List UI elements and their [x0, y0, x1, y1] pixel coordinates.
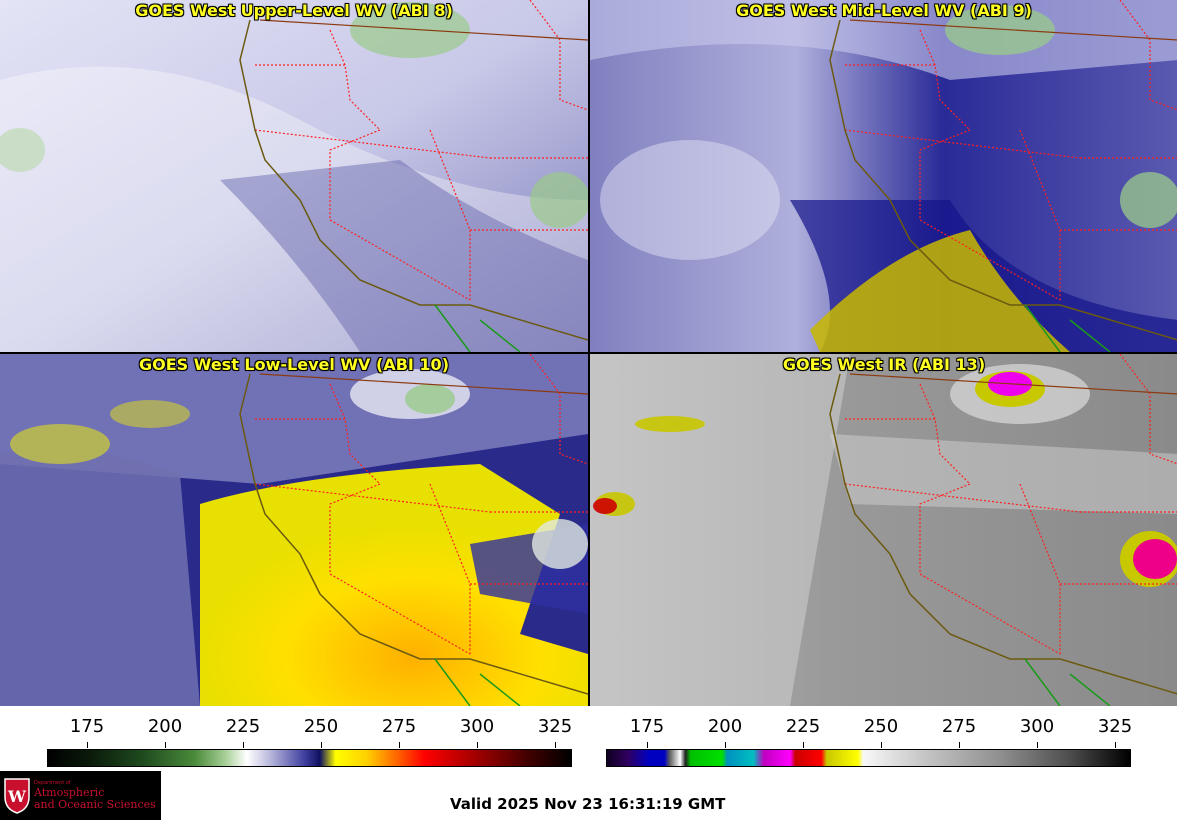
tick-mark [399, 742, 400, 748]
tick-label: 275 [941, 716, 977, 737]
tick-label: 250 [303, 716, 339, 737]
panel-divider-horizontal [0, 352, 1177, 354]
tick-mark [87, 742, 88, 748]
tick-label: 225 [225, 716, 261, 737]
aos-logo: W Department of Atmospheric and Oceanic … [0, 771, 161, 820]
tick-mark [477, 742, 478, 748]
tick-mark [555, 742, 556, 748]
ir-image [590, 354, 1177, 706]
logo-line-2: and Oceanic Sciences [34, 798, 156, 811]
tick-label: 250 [863, 716, 899, 737]
tick-label: 200 [147, 716, 183, 737]
tick-mark [647, 742, 648, 748]
tick-label: 300 [459, 716, 495, 737]
tick-label: 325 [1097, 716, 1133, 737]
tick-mark [959, 742, 960, 748]
colorbar-wv [47, 749, 572, 767]
uw-crest-icon: W [4, 778, 30, 814]
tick-label: 225 [785, 716, 821, 737]
tick-mark [243, 742, 244, 748]
logo-department-text: Department of [34, 780, 71, 786]
panel-title: GOES West Upper-Level WV (ABI 8) [135, 1, 453, 20]
upper-level-wv-image [0, 0, 588, 352]
panel-mid-level-wv: GOES West Mid-Level WV (ABI 9) [590, 0, 1177, 352]
tick-mark [881, 742, 882, 748]
tick-mark [1037, 742, 1038, 748]
tick-label: 300 [1019, 716, 1055, 737]
panel-title: GOES West IR (ABI 13) [782, 355, 986, 374]
panel-title: GOES West Mid-Level WV (ABI 9) [736, 1, 1032, 20]
tick-mark [1115, 742, 1116, 748]
tick-mark [803, 742, 804, 748]
tick-label: 325 [537, 716, 573, 737]
logo-line-1: Atmospheric [34, 786, 105, 799]
tick-label: 175 [69, 716, 105, 737]
panel-ir: GOES West IR (ABI 13) [590, 354, 1177, 706]
tick-mark [165, 742, 166, 748]
panel-title: GOES West Low-Level WV (ABI 10) [138, 355, 449, 374]
tick-label: 275 [381, 716, 417, 737]
tick-mark [321, 742, 322, 748]
tick-label: 175 [629, 716, 665, 737]
panel-low-level-wv: GOES West Low-Level WV (ABI 10) [0, 354, 588, 706]
valid-time-label: Valid 2025 Nov 23 16:31:19 GMT [450, 795, 726, 813]
svg-text:W: W [7, 787, 27, 806]
colorbar-ir [606, 749, 1131, 767]
panel-upper-level-wv: GOES West Upper-Level WV (ABI 8) [0, 0, 588, 352]
tick-label: 200 [707, 716, 743, 737]
low-level-wv-image [0, 354, 588, 706]
mid-level-wv-image [590, 0, 1177, 352]
tick-mark [725, 742, 726, 748]
